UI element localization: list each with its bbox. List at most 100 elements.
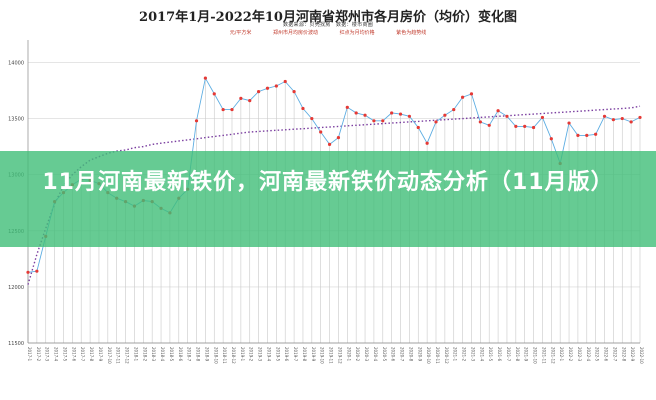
price-point xyxy=(274,84,278,88)
y-tick-label: 13500 xyxy=(8,117,24,123)
price-point xyxy=(283,79,287,84)
price-point xyxy=(443,113,447,117)
x-tick-label: 2022-5 xyxy=(595,347,600,362)
price-point xyxy=(203,76,207,80)
price-point xyxy=(540,115,545,120)
x-tick-label: 2018-12 xyxy=(231,347,236,364)
x-tick-label: 2017-7 xyxy=(80,347,85,362)
legend-item-fluctuation: 郑州市月均房价波动 xyxy=(273,30,319,36)
x-tick-label: 2020-4 xyxy=(373,347,378,362)
x-tick-label: 2021-1 xyxy=(453,347,458,362)
price-point xyxy=(629,120,633,124)
price-point xyxy=(248,99,252,103)
price-point xyxy=(452,107,456,112)
y-tick-label: 11500 xyxy=(8,341,24,347)
x-tick-label: 2019-2 xyxy=(249,347,254,362)
x-tick-label: 2018-1 xyxy=(133,347,138,362)
x-tick-label: 2020-12 xyxy=(444,347,449,364)
price-point xyxy=(381,119,385,123)
x-tick-label: 2021-10 xyxy=(533,347,538,364)
x-tick-label: 2019-4 xyxy=(266,347,271,362)
x-tick-label: 2021-2 xyxy=(462,347,467,362)
legend-item-trend: 紫色为趋势线 xyxy=(396,30,427,36)
price-point xyxy=(239,96,243,100)
x-tick-label: 2022-2 xyxy=(568,347,573,362)
price-point xyxy=(531,125,536,130)
x-tick-label: 2018-4 xyxy=(160,347,165,362)
price-point xyxy=(265,86,270,90)
price-point xyxy=(398,112,403,116)
x-tick-label: 2017-2 xyxy=(36,347,41,362)
x-tick-label: 2022-7 xyxy=(612,347,617,362)
x-tick-label: 2020-10 xyxy=(426,347,431,364)
x-tick-label: 2019-9 xyxy=(311,347,316,362)
x-tick-label: 2019-7 xyxy=(293,347,298,362)
x-tick-label: 2021-5 xyxy=(488,347,493,362)
price-point xyxy=(638,115,642,120)
x-tick-label: 2020-9 xyxy=(417,347,422,362)
price-point xyxy=(26,270,30,274)
price-point xyxy=(620,116,624,121)
price-point xyxy=(35,269,39,273)
x-tick-label: 2018-6 xyxy=(178,347,183,362)
x-tick-label: 2020-3 xyxy=(364,347,369,362)
x-tick-label: 2022-8 xyxy=(621,347,626,362)
legend-item-unit: 元/平方米 xyxy=(229,30,252,36)
x-tick-label: 2021-11 xyxy=(541,347,546,364)
x-tick-label: 2018-7 xyxy=(187,347,192,362)
price-point xyxy=(478,120,482,124)
x-tick-label: 2022-6 xyxy=(604,347,609,362)
x-tick-label: 2018-2 xyxy=(142,347,147,362)
x-tick-label: 2022-3 xyxy=(577,347,582,362)
price-point xyxy=(221,107,225,112)
chart-source-line: 数据来源：贝壳找房 数据：楼市商圈 xyxy=(282,22,374,28)
x-tick-label: 2019-12 xyxy=(337,347,342,364)
x-tick-label: 2021-6 xyxy=(497,347,502,362)
price-point xyxy=(602,114,607,118)
x-tick-label: 2019-10 xyxy=(320,347,325,364)
price-point xyxy=(425,141,429,145)
x-tick-label: 2017-5 xyxy=(62,347,67,362)
price-point xyxy=(363,113,367,117)
x-tick-label: 2020-7 xyxy=(400,347,405,362)
price-point xyxy=(345,105,349,109)
x-tick-label: 2022-4 xyxy=(586,347,591,362)
x-tick-label: 2019-3 xyxy=(258,347,263,362)
price-point xyxy=(549,137,553,141)
x-tick-label: 2018-11 xyxy=(222,347,227,364)
x-tick-label: 2017-12 xyxy=(125,347,130,364)
price-point xyxy=(496,109,500,113)
x-tick-label: 2017-8 xyxy=(89,347,94,362)
x-tick-label: 2017-4 xyxy=(54,347,59,362)
headline-text: 11月河南最新铁价，河南最新铁价动态分析（11月版） xyxy=(42,170,614,195)
price-point xyxy=(487,123,491,127)
price-point xyxy=(354,111,358,115)
price-point xyxy=(310,116,314,121)
legend-item-red-dots: 红点为月均价格 xyxy=(339,30,375,36)
price-point xyxy=(319,130,323,134)
price-point xyxy=(434,120,438,124)
x-tick-label: 2017-9 xyxy=(98,347,103,362)
price-point xyxy=(416,125,420,130)
x-tick-label: 2021-4 xyxy=(479,347,484,362)
price-point xyxy=(257,90,261,94)
x-tick-label: 2020-5 xyxy=(382,347,387,362)
price-point xyxy=(469,92,474,96)
price-point xyxy=(336,136,341,140)
price-point xyxy=(594,132,598,136)
price-point xyxy=(505,114,509,118)
x-tick-label: 2018-8 xyxy=(196,347,201,362)
x-tick-label: 2021-7 xyxy=(506,347,511,362)
x-tick-label: 2021-12 xyxy=(550,347,555,364)
x-tick-label: 2017-1 xyxy=(27,347,32,362)
x-tick-label: 2020-2 xyxy=(355,347,360,362)
x-tick-label: 2017-11 xyxy=(116,347,121,364)
x-tick-label: 2022-10 xyxy=(639,347,644,364)
x-tick-label: 2021-9 xyxy=(524,347,529,362)
x-tick-label: 2019-11 xyxy=(329,347,334,364)
x-tick-label: 2017-10 xyxy=(107,347,112,364)
x-tick-label: 2021-3 xyxy=(470,347,475,362)
x-tick-label: 2018-5 xyxy=(169,347,174,362)
chart-legend: 元/平方米 郑州市月均房价波动 红点为月均价格 紫色为趋势线 xyxy=(0,29,656,36)
